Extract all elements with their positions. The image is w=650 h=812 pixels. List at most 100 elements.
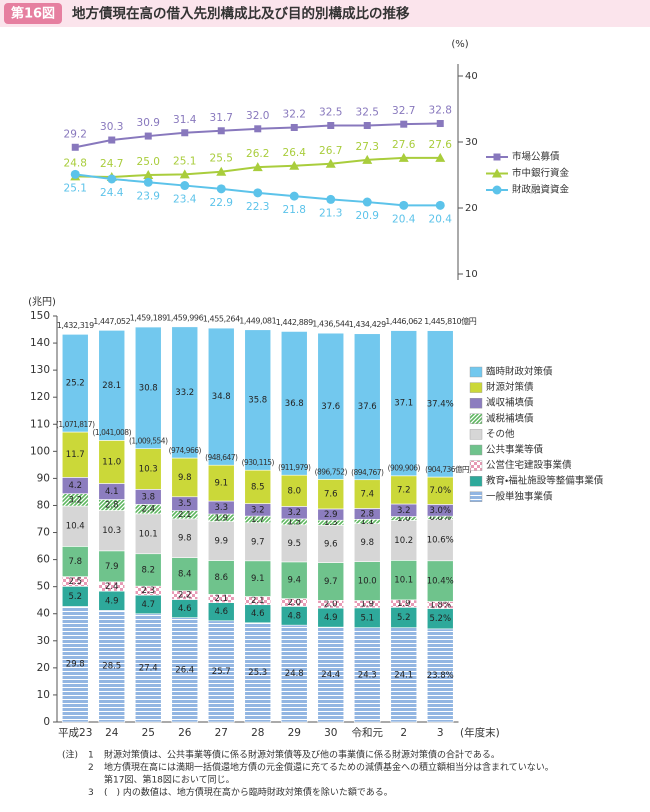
segment-label: 10.3 (102, 526, 121, 536)
segment-label: 9.5 (287, 539, 301, 549)
point (398, 152, 409, 162)
segment-label: 28.1 (102, 381, 121, 391)
excluding-temporary-label: (1,071,817) (56, 420, 95, 429)
segment-label: 4.6 (251, 609, 265, 619)
segment-label: 10.1 (139, 529, 158, 539)
segment-label: 1.8% (429, 600, 451, 610)
segment-label: 4.9 (324, 613, 338, 623)
segment-label: 8.4 (178, 570, 192, 580)
header-badge (4, 3, 62, 24)
segment-label: 24.1 (394, 670, 413, 680)
bar-segment (98, 550, 126, 583)
point (362, 154, 373, 164)
segment-label: 25.7 (212, 667, 231, 677)
segment-label: 2.4 (141, 505, 155, 515)
y-tick-label: 130 (30, 364, 50, 376)
segment-label: 25.3 (248, 668, 267, 678)
segment-label: 3.2 (68, 495, 82, 505)
segment-label: 27.4 (139, 663, 158, 673)
value-label: 25.1 (64, 182, 87, 194)
x-tick-label: 24 (105, 727, 119, 739)
segment-label: 24.3 (358, 670, 377, 680)
value-label: 20.9 (356, 210, 379, 222)
value-label: 25.5 (210, 153, 233, 165)
point (399, 200, 409, 210)
value-label: 21.8 (283, 204, 306, 216)
y-tick-label: 50 (37, 581, 50, 593)
bar-segment (426, 560, 454, 602)
segment-label: 26.4 (175, 665, 194, 675)
bar-segment (244, 329, 272, 471)
bar-segment (353, 627, 381, 723)
point (400, 120, 408, 128)
value-label: 24.4 (100, 187, 124, 199)
y-tick-label: 20 (37, 662, 50, 674)
bar-segment (390, 560, 418, 601)
segment-label: 1.9 (397, 599, 411, 609)
bar-segment (207, 560, 235, 595)
legend-label: 公営住宅建設事業債 (486, 459, 572, 471)
value-label: 32.8 (429, 105, 452, 117)
segment-label: 2.0 (324, 600, 338, 610)
y-tick-label: 0 (43, 716, 50, 728)
legend-label: その他 (486, 428, 515, 440)
segment-label: 3.2 (397, 506, 411, 516)
segment-label: 24.8 (285, 669, 304, 679)
value-label: 32.2 (283, 108, 306, 120)
segment-label: 9.9 (214, 537, 228, 547)
segment-label: 10.3 (139, 465, 158, 475)
value-label: 27.6 (429, 139, 453, 151)
note-number: 1 (88, 751, 94, 761)
header-band (0, 0, 650, 27)
bar-segment (317, 524, 345, 563)
bar-segment (353, 333, 381, 481)
segment-label: 5.1 (360, 613, 374, 623)
legend-label: 減税補填債 (486, 412, 534, 424)
y-tick-label: 100 (30, 445, 50, 457)
segment-label: 3.2 (287, 508, 301, 518)
segment-label: 11.0 (102, 457, 121, 467)
value-label: 30.9 (137, 117, 160, 129)
legend-swatch (469, 491, 483, 502)
note-line: 地方債現在高には満期一括償還地方債の元金償還に充てるための減債基金への積立額相当… (104, 761, 554, 773)
y-tick-label: 140 (30, 337, 50, 349)
bar-segment (61, 546, 89, 577)
segment-label: 3.8 (141, 492, 155, 502)
value-label: 31.7 (210, 112, 233, 124)
point (362, 197, 372, 207)
segment-label: 7.9 (105, 562, 119, 572)
point (181, 129, 189, 137)
value-label: 22.9 (210, 197, 233, 209)
segment-label: 7.2 (397, 485, 411, 495)
y-tick-label: 150 (30, 310, 50, 322)
bar-segment (207, 327, 235, 466)
bar-segment (280, 524, 308, 563)
x-tick-label: 26 (178, 727, 192, 739)
bar-segment (171, 457, 199, 498)
bar-segment (353, 561, 381, 601)
segment-label: 9.6 (324, 539, 338, 549)
segment-label: 25.2 (66, 379, 85, 389)
bar-segment (317, 479, 345, 510)
value-label: 22.3 (246, 201, 269, 213)
x-tick-label: 29 (288, 727, 301, 739)
segment-label: 24.4 (321, 670, 340, 680)
segment-label: 7.0% (429, 486, 451, 496)
bar-segment (171, 617, 199, 723)
segment-label: 4.8 (287, 611, 301, 621)
x-tick-label: 30 (324, 727, 337, 739)
segment-label: 10.4% (427, 577, 454, 587)
point (435, 200, 445, 210)
segment-label: 3.0% (429, 506, 451, 516)
segment-label: 1.9 (360, 600, 374, 610)
bar-segment (426, 518, 454, 562)
bar-segment (134, 513, 162, 555)
value-label: 24.8 (64, 157, 87, 169)
note-line: 財源対策債は、公共事業等債に係る財源対策債等及び他の事業債に係る財源対策債の合計… (104, 749, 500, 761)
bar-segment (134, 613, 162, 723)
bar-segment (280, 624, 308, 723)
segment-label: 29.8 (66, 660, 85, 670)
point (290, 123, 298, 131)
legend-swatch (469, 382, 483, 393)
segment-label: 4.2 (68, 481, 82, 491)
